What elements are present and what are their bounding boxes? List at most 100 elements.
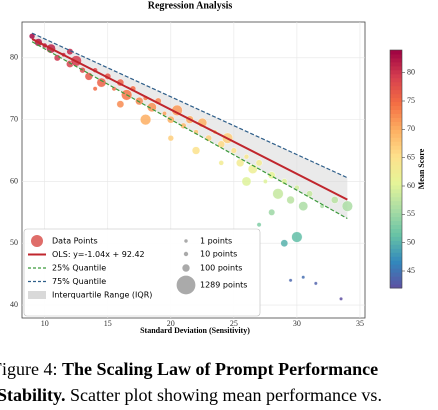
colorbar-segment [390,157,402,162]
colorbar-segment [390,276,402,281]
colorbar-segment [390,149,402,154]
data-point [140,114,152,126]
colorbar-segment [390,141,402,146]
legend-label: Interquartile Range (IQR) [52,291,152,300]
colorbar-segment [390,216,402,222]
size-legend-marker [182,264,190,272]
data-point [92,86,98,92]
colorbar-segment [390,284,402,289]
x-tick-label: 30 [293,319,301,328]
data-point [230,147,237,154]
colorbar-segment [390,176,402,182]
colorbar-segment [390,85,402,91]
colorbar-segment [390,153,402,158]
colorbar-segment [390,81,402,87]
data-point [218,160,224,166]
colorbar-segment [390,77,402,83]
caption-line: Stability. Scatter plot showing mean per… [0,385,382,405]
colorbar-segment [390,204,402,210]
data-point [191,146,201,155]
data-point [243,154,250,160]
data-point [162,111,167,116]
legend: Data Points OLS: y=-1.04x + 92.42 25% Quan… [23,228,261,317]
data-point [268,208,276,216]
size-legend-label: 10 points [200,250,237,259]
caption-line: Figure 4: The Scaling Law of Prompt Perf… [0,359,378,379]
data-point [339,296,343,301]
data-point [116,100,125,108]
colorbar-segment [390,236,402,241]
data-point [306,190,313,198]
size-legend-marker [184,239,188,243]
regression-line [31,41,348,220]
data-point [291,231,303,243]
regression-line [31,38,348,201]
legend-marker [28,291,46,299]
data-point [286,195,295,205]
colorbar-segment [390,109,402,114]
colorbar-segment [390,73,402,79]
colorbar-segment [390,220,402,226]
x-tick-label: 10 [41,319,49,328]
x-tick-label: 15 [104,319,112,328]
colorbar-segment [390,137,402,142]
y-tick-label: 80 [10,53,18,62]
colorbar-segment [390,260,402,265]
y-tick-label: 50 [10,238,18,247]
data-point [313,281,318,286]
data-point [135,96,144,106]
colorbar-tick-label: 55 [407,209,415,218]
colorbar-segment [390,57,402,63]
colorbar-segment [390,180,402,186]
x-tick-label: 20 [167,319,175,328]
colorbar-segment [390,240,402,245]
y-tick-label: 60 [10,176,18,185]
legend-box [23,228,261,317]
colorbar-segment [390,50,402,55]
size-legend-marker [176,275,196,295]
x-axis-label: Standard Deviation (Sensitivity) [140,326,250,335]
size-legend-label: 1289 points [200,281,247,290]
colorbar-tick-label: 60 [407,181,415,190]
data-point [205,134,213,142]
legend-label: 25% Quantile [52,264,106,273]
colorbar-segment [390,101,402,107]
colorbar-segment [390,272,402,277]
colorbar-segment [390,192,402,198]
colorbar-segment [390,65,402,71]
colorbar-segment [390,280,402,285]
colorbar-segment [390,93,402,99]
colorbar-segment [390,169,402,174]
colorbar-segment [390,61,402,67]
colorbar-tick-label: 80 [407,67,415,76]
x-tick-label: 35 [356,319,364,328]
colorbar-label: Mean Score [417,148,426,189]
caption-label: Figure 4: [0,359,58,379]
data-point [301,275,306,280]
colorbar-segment [390,212,402,218]
data-point [236,158,245,168]
colorbar-segment [390,97,402,103]
colorbar-segment [390,188,402,194]
colorbar-segment [390,113,402,118]
data-point [255,159,263,167]
legend-label: OLS: y=-1.04x + 92.42 [52,250,145,259]
colorbar-segment [390,129,402,134]
legend-label: Data Points [52,237,98,246]
colorbar-segment [390,252,402,257]
caption-text: Scatter plot showing mean performance vs… [70,385,382,405]
data-point [330,196,339,204]
data-point [96,77,107,88]
colorbar-segment [390,133,402,138]
data-point [262,179,268,184]
colorbar-segment [390,105,402,110]
size-legend-marker [183,251,189,257]
colorbar-segment [390,256,402,261]
colorbar-segment [390,117,402,122]
colorbar-segment [390,165,402,170]
y-tick-label: 70 [10,114,18,123]
data-point [341,200,353,212]
data-point [280,239,289,248]
colorbar-segment [390,228,402,233]
colorbar-segment [390,184,402,190]
